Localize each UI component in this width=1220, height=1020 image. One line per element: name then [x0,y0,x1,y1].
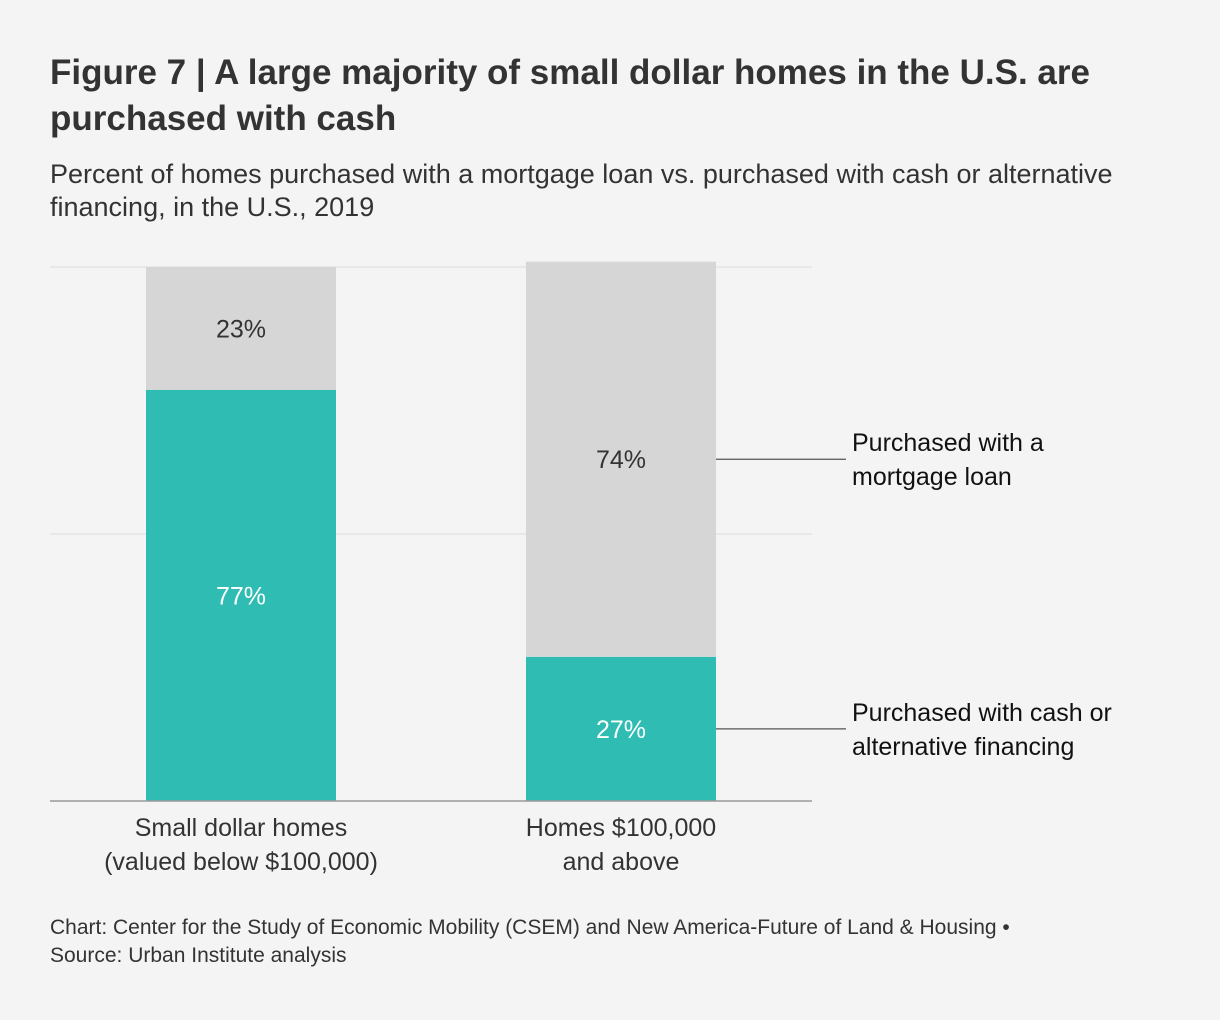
bar-cash-1 [146,389,336,801]
chart-footer: Chart: Center for the Study of Economic … [50,914,1200,970]
legend-label-mortgage-line-1: Purchased with a [852,429,1044,457]
bar-mortgage-1 [146,267,336,390]
legend-label-cash-line-2: alternative financing [852,733,1074,761]
bar-mortgage-2 [526,261,716,657]
bar-cash-2 [526,656,716,801]
legend-label-cash-line-1: Purchased with cash or [852,699,1112,727]
chart-subtitle: Percent of homes purchased with a mortga… [50,159,1113,222]
chart-title: Figure 7 | A large majority of small dol… [50,53,1090,138]
footer-source: Source: Urban Institute analysis [50,944,347,967]
value-label-cash-1: 77% [216,582,266,610]
category-label-1-line-1: Small dollar homes [135,814,348,842]
value-label-mortgage-2: 74% [596,446,646,474]
footer-credit: Chart: Center for the Study of Economic … [50,916,1010,939]
value-label-cash-2: 27% [596,716,646,744]
category-label-2-line-2: and above [563,848,680,876]
value-label-mortgage-1: 23% [216,315,266,343]
category-label-1-line-2: (valued below $100,000) [104,848,378,876]
stacked-bar-chart: 77% 23% 27% 74% Small dollar homes (valued be… [50,261,1112,876]
legend-label-mortgage-line-2: mortgage loan [852,463,1012,491]
category-label-2-line-1: Homes $100,000 [526,814,716,842]
